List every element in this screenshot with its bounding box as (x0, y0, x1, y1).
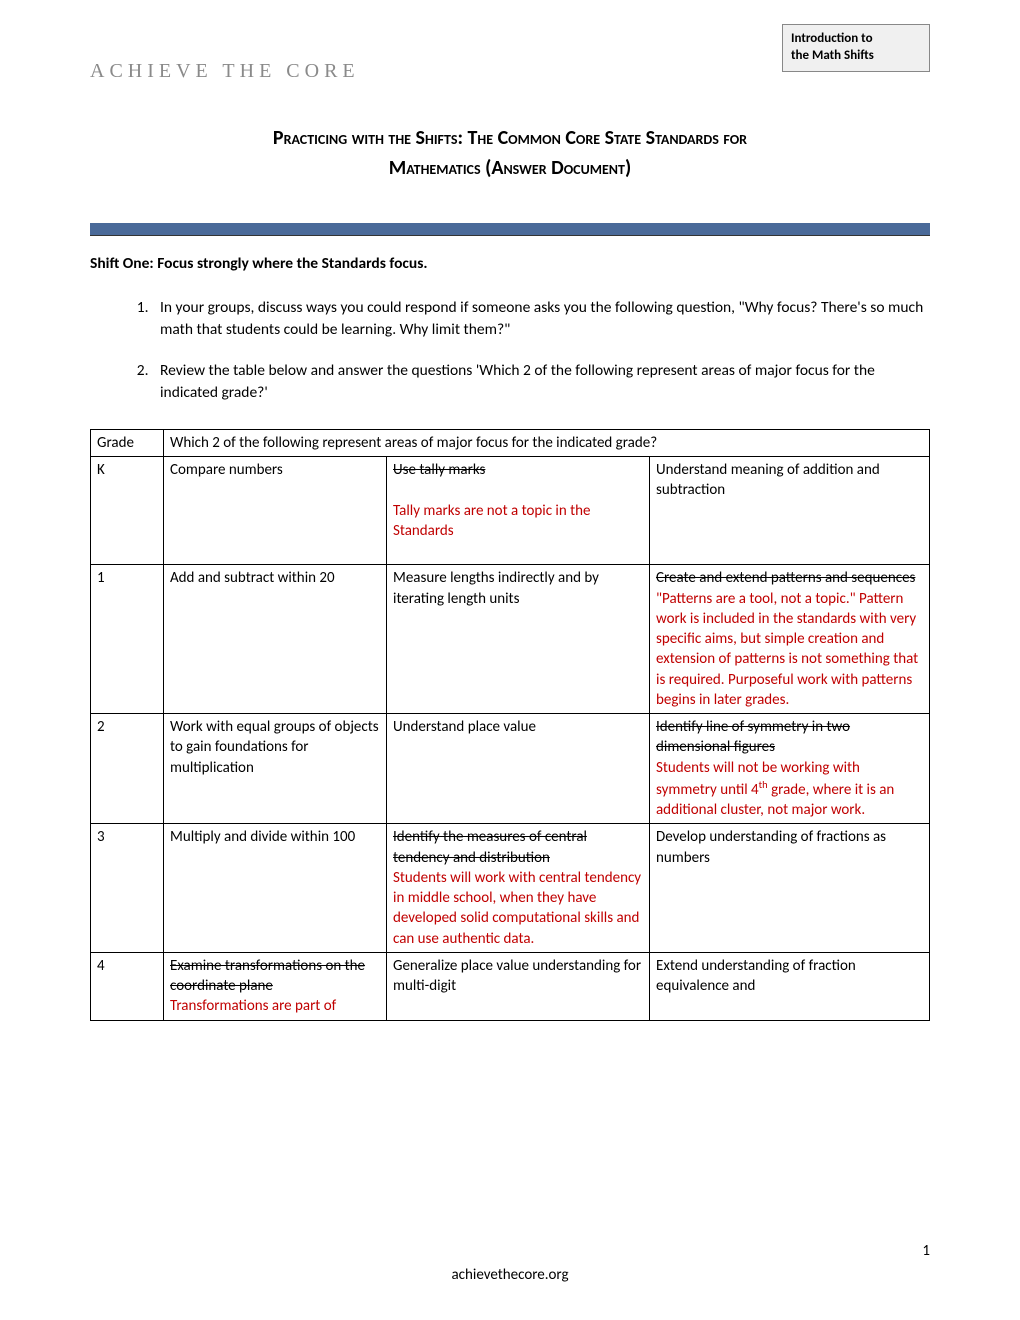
cell-b: Measure lengths indirectly and by iterat… (387, 565, 650, 714)
cell-c: Develop understanding of fractions as nu… (650, 824, 930, 953)
page-number: 1 (922, 1242, 930, 1260)
table-header-row: Grade Which 2 of the following represent… (91, 429, 930, 456)
question-1: In your groups, discuss ways you could r… (152, 297, 930, 342)
header-info-box: Introduction to the Math Shifts (782, 24, 930, 72)
table-row: 4Examine transformations on the coordina… (91, 952, 930, 1020)
header-grade: Grade (91, 429, 164, 456)
footer-url: achievethecore.org (0, 1266, 1020, 1284)
title-line-1: Practicing with the Shifts: The Common C… (273, 126, 747, 150)
header-box-line2: the Math Shifts (791, 48, 874, 63)
cell-grade: 4 (91, 952, 164, 1020)
table-row: 3Multiply and divide within 100Identify … (91, 824, 930, 953)
cell-b: Identify the measures of central tendenc… (387, 824, 650, 953)
focus-table: Grade Which 2 of the following represent… (90, 429, 930, 1021)
cell-b: Use tally marksTally marks are not a top… (387, 457, 650, 565)
cell-c: Identify line of symmetry in two dimensi… (650, 714, 930, 824)
table-row: 1Add and subtract within 20Measure lengt… (91, 565, 930, 714)
cell-c: Extend understanding of fraction equival… (650, 952, 930, 1020)
header-question: Which 2 of the following represent areas… (164, 429, 930, 456)
cell-grade: K (91, 457, 164, 565)
table-row: KCompare numbersUse tally marksTally mar… (91, 457, 930, 565)
cell-b: Generalize place value understanding for… (387, 952, 650, 1020)
cell-grade: 1 (91, 565, 164, 714)
cell-a: Examine transformations on the coordinat… (164, 952, 387, 1020)
cell-a: Compare numbers (164, 457, 387, 565)
cell-c: Understand meaning of addition and subtr… (650, 457, 930, 565)
document-title: Practicing with the Shifts: The Common C… (160, 123, 860, 183)
table-row: 2Work with equal groups of objects to ga… (91, 714, 930, 824)
shift-one-heading: Shift One: Focus strongly where the Stan… (90, 254, 930, 273)
cell-a: Add and subtract within 20 (164, 565, 387, 714)
cell-b: Understand place value (387, 714, 650, 824)
divider-bar (90, 223, 930, 236)
page: Introduction to the Math Shifts ACHIEVE … (0, 0, 1020, 1320)
header-box-line1: Introduction to (791, 31, 873, 46)
cell-a: Work with equal groups of objects to gai… (164, 714, 387, 824)
question-2: Review the table below and answer the qu… (152, 360, 930, 405)
title-line-2: Mathematics (Answer Document) (389, 156, 631, 180)
question-list: In your groups, discuss ways you could r… (90, 297, 930, 405)
cell-grade: 2 (91, 714, 164, 824)
cell-grade: 3 (91, 824, 164, 953)
cell-c: Create and extend patterns and sequences… (650, 565, 930, 714)
cell-a: Multiply and divide within 100 (164, 824, 387, 953)
